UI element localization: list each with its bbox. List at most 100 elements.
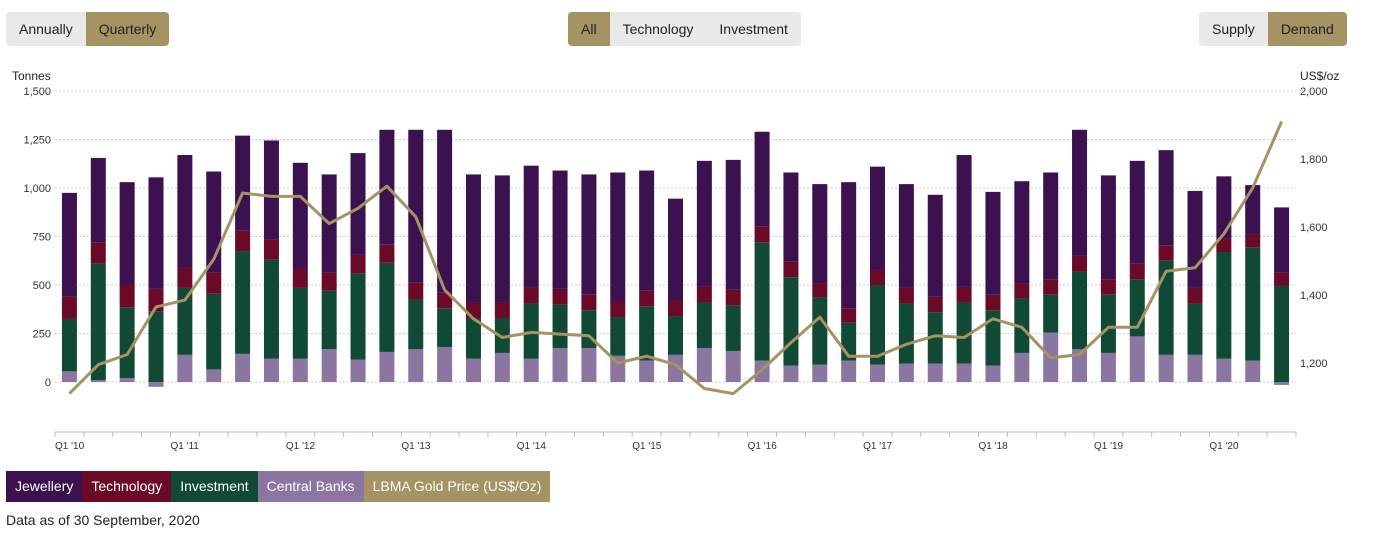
bar-jewellery[interactable] (956, 155, 972, 287)
bar-jewellery[interactable] (841, 182, 857, 309)
bar-central-banks[interactable] (177, 354, 193, 382)
bar-jewellery[interactable] (408, 129, 424, 283)
bar-technology[interactable] (350, 254, 366, 274)
bar-technology[interactable] (61, 296, 77, 319)
bar-jewellery[interactable] (754, 131, 770, 227)
bar-investment[interactable] (1187, 303, 1203, 355)
technology-button[interactable]: Technology (609, 12, 707, 46)
bar-technology[interactable] (1043, 279, 1059, 295)
bar-central-banks[interactable] (1274, 382, 1290, 385)
bar-central-banks[interactable] (1216, 358, 1232, 382)
bar-investment[interactable] (408, 299, 424, 350)
bar-jewellery[interactable] (292, 162, 308, 269)
bar-central-banks[interactable] (1072, 349, 1088, 382)
bar-investment[interactable] (350, 273, 366, 360)
bar-jewellery[interactable] (1072, 129, 1088, 256)
bar-central-banks[interactable] (90, 380, 106, 382)
bar-central-banks[interactable] (898, 363, 914, 382)
bar-technology[interactable] (523, 287, 539, 304)
bar-central-banks[interactable] (1100, 352, 1116, 382)
bar-central-banks[interactable] (350, 359, 366, 382)
bar-technology[interactable] (552, 288, 568, 305)
bar-technology[interactable] (581, 294, 597, 311)
bar-technology[interactable] (1216, 238, 1232, 253)
demand-button[interactable]: Demand (1267, 12, 1347, 46)
bar-central-banks[interactable] (119, 378, 135, 382)
bar-central-banks[interactable] (1158, 354, 1174, 382)
legend-jewellery[interactable]: Jewellery (6, 471, 83, 502)
bar-investment[interactable] (552, 304, 568, 349)
bar-jewellery[interactable] (523, 165, 539, 288)
investment-button[interactable]: Investment (706, 12, 801, 46)
bar-central-banks[interactable] (1014, 352, 1030, 382)
bar-jewellery[interactable] (494, 175, 510, 303)
bar-central-banks[interactable] (985, 365, 1001, 382)
bar-jewellery[interactable] (1187, 190, 1203, 288)
bar-central-banks[interactable] (696, 348, 712, 382)
legend-investment[interactable]: Investment (171, 471, 258, 502)
bar-technology[interactable] (725, 289, 741, 306)
bar-investment[interactable] (610, 317, 626, 356)
bar-jewellery[interactable] (783, 172, 799, 262)
bar-jewellery[interactable] (119, 182, 135, 285)
bar-technology[interactable] (177, 267, 193, 288)
bar-jewellery[interactable] (898, 184, 914, 288)
bar-technology[interactable] (1158, 245, 1174, 261)
bar-jewellery[interactable] (927, 194, 943, 297)
bar-central-banks[interactable] (61, 371, 77, 382)
legend-central-banks[interactable]: Central Banks (257, 471, 364, 502)
bar-investment[interactable] (956, 302, 972, 364)
quarterly-button[interactable]: Quarterly (85, 12, 170, 46)
bar-technology[interactable] (812, 283, 828, 298)
bar-investment[interactable] (119, 307, 135, 379)
bar-central-banks[interactable] (668, 354, 683, 382)
bar-jewellery[interactable] (985, 191, 1001, 295)
legend-gold-price[interactable]: LBMA Gold Price (US$/Oz) (363, 471, 551, 502)
bar-jewellery[interactable] (1100, 175, 1116, 280)
bar-central-banks[interactable] (927, 363, 943, 382)
bar-technology[interactable] (1100, 279, 1116, 295)
bar-investment[interactable] (263, 259, 279, 359)
bar-technology[interactable] (1245, 234, 1261, 248)
bar-investment[interactable] (235, 251, 251, 354)
bar-central-banks[interactable] (783, 365, 799, 382)
bar-jewellery[interactable] (1014, 181, 1030, 284)
bar-investment[interactable] (927, 312, 943, 364)
bar-central-banks[interactable] (206, 369, 222, 382)
bar-central-banks[interactable] (148, 382, 164, 387)
bar-investment[interactable] (812, 297, 828, 365)
bar-investment[interactable] (1216, 252, 1232, 359)
bar-investment[interactable] (148, 311, 164, 382)
bar-investment[interactable] (696, 302, 712, 349)
bar-investment[interactable] (1043, 294, 1059, 333)
bar-investment[interactable] (639, 306, 655, 361)
bar-jewellery[interactable] (668, 198, 683, 301)
bar-technology[interactable] (292, 268, 308, 288)
bar-central-banks[interactable] (408, 349, 424, 382)
bar-investment[interactable] (321, 290, 337, 350)
bar-jewellery[interactable] (1129, 160, 1145, 264)
bar-technology[interactable] (1129, 263, 1145, 280)
bar-investment[interactable] (725, 305, 741, 351)
bar-investment[interactable] (292, 287, 308, 359)
bar-investment[interactable] (754, 242, 770, 361)
bar-technology[interactable] (119, 285, 135, 308)
bar-central-banks[interactable] (812, 364, 828, 382)
bar-jewellery[interactable] (350, 153, 366, 255)
bar-technology[interactable] (870, 269, 886, 285)
bar-technology[interactable] (956, 286, 972, 303)
bar-jewellery[interactable] (610, 172, 626, 302)
bar-investment[interactable] (1100, 294, 1116, 353)
bar-technology[interactable] (206, 272, 222, 294)
bar-jewellery[interactable] (725, 159, 741, 290)
bar-jewellery[interactable] (1216, 176, 1232, 239)
bar-investment[interactable] (465, 317, 481, 359)
bar-technology[interactable] (494, 302, 510, 318)
annually-button[interactable]: Annually (6, 12, 86, 46)
bar-central-banks[interactable] (523, 358, 539, 382)
bar-investment[interactable] (985, 310, 1001, 366)
bar-central-banks[interactable] (235, 353, 251, 382)
bar-technology[interactable] (90, 242, 106, 264)
bar-central-banks[interactable] (263, 358, 279, 382)
bar-jewellery[interactable] (552, 170, 568, 289)
